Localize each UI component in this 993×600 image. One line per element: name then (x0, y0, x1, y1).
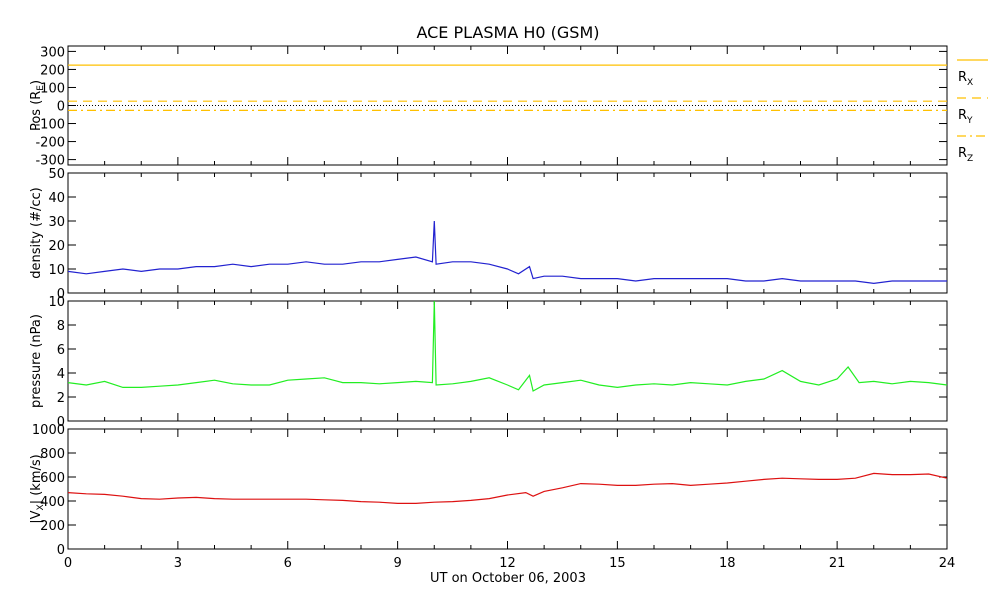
density-frame (67, 172, 948, 294)
pressure-frame (67, 300, 948, 422)
panel-density: 0 10 20 30 40 50 density (#/cc) (29, 167, 948, 302)
xtick-label: 9 (393, 556, 401, 571)
velocity-frame (67, 428, 948, 550)
position-ytick-label: 100 (40, 81, 65, 96)
density-series-line (67, 220, 947, 285)
xtick-label: 12 (499, 556, 516, 571)
position-ytick-label: -100 (35, 118, 65, 133)
pressure-ylabel-main: pressure (nPa) (29, 314, 44, 408)
velocity-ylabel-end: | (km/s) (29, 454, 44, 504)
density-ytick-label: 30 (48, 215, 65, 230)
legend-label-z: RZ (958, 146, 973, 164)
xtick-label: 0 (64, 556, 72, 571)
xtick-label: 24 (939, 556, 956, 571)
xtick-label: 6 (284, 556, 292, 571)
chart-title: ACE PLASMA H0 (GSM) (416, 23, 599, 42)
pressure-ytick-label: 8 (57, 319, 65, 334)
velocity-ytick-label: 600 (40, 471, 65, 486)
legend-label-y: RY (958, 108, 973, 126)
panel-pressure: 0 2 4 6 8 10 pressure (nPa) (29, 295, 948, 430)
density-ytick-label: 0 (57, 287, 65, 302)
pressure-ytick-label: 2 (57, 391, 65, 406)
xtick-label: 15 (609, 556, 626, 571)
velocity-ylabel-sub: X (36, 504, 46, 510)
velocity-ylabel-main: |V (29, 510, 44, 523)
pressure-ytick-label: 6 (57, 343, 65, 358)
position-ytick-label: 300 (40, 45, 65, 60)
density-ytick-label: 10 (48, 263, 65, 278)
position-ytick-label: -300 (35, 154, 65, 169)
xtick-label: 3 (174, 556, 182, 571)
xtick-label: 21 (829, 556, 846, 571)
pressure-series-line (67, 300, 948, 392)
density-ytick-label: 50 (48, 167, 65, 182)
density-ytick-label: 20 (48, 239, 65, 254)
position-ytick-label: 200 (40, 63, 65, 78)
legend-label-main: R (958, 108, 967, 123)
panel-velocity: 0 200 400 600 800 1000 |VX| (km/s) 0 3 6 9 12 15 18 21… (29, 423, 955, 571)
density-ylabel: density (#/cc) (29, 187, 44, 279)
velocity-ylabel: |VX| (km/s) (29, 454, 46, 523)
velocity-series-line (67, 472, 948, 504)
legend-label-main: R (958, 70, 967, 85)
pressure-ytick-label: 10 (48, 295, 65, 310)
position-ylabel-sub: E (36, 85, 46, 91)
velocity-ytick-label: 200 (40, 519, 65, 534)
legend-label-main: R (958, 146, 967, 161)
position-ylabel-end: ) (29, 80, 44, 85)
pressure-ytick-label: 4 (57, 367, 65, 382)
position-ytick-label: 0 (57, 100, 65, 115)
legend-label-x: RX (958, 70, 973, 88)
legend-label-sub: X (967, 78, 973, 88)
position-ytick-label: -200 (35, 136, 65, 151)
velocity-ytick-label: 400 (40, 495, 65, 510)
xtick-label: 18 (719, 556, 736, 571)
velocity-ytick-label: 800 (40, 447, 65, 462)
velocity-ytick-label: 1000 (32, 423, 65, 438)
position-ylabel-main: Pos (R (29, 91, 44, 131)
pressure-ylabel: pressure (nPa) (29, 314, 44, 408)
pressure-ytick-label: 0 (57, 415, 65, 430)
x-axis-label: UT on October 06, 2003 (430, 571, 586, 586)
legend-label-sub: Y (966, 116, 973, 126)
density-ylabel-main: density (#/cc) (29, 187, 44, 279)
position-ylabel: Pos (RE) (29, 80, 46, 131)
density-ytick-label: 40 (48, 191, 65, 206)
legend-label-sub: Z (967, 154, 973, 164)
velocity-ytick-label: 0 (57, 543, 65, 558)
